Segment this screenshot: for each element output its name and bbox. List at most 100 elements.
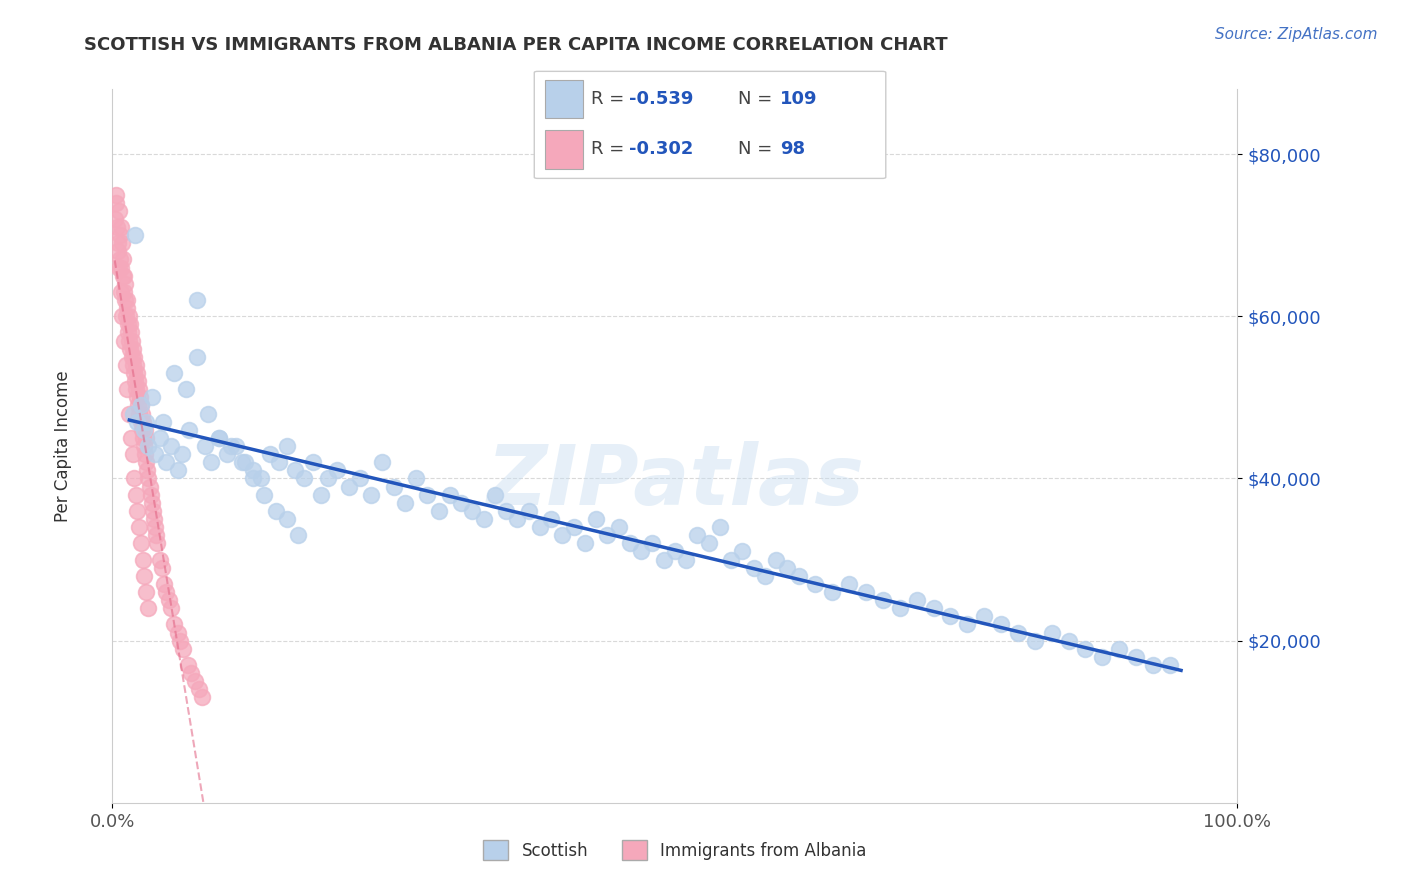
Point xyxy=(664,544,686,558)
Point xyxy=(349,471,371,485)
Point xyxy=(630,544,652,558)
Point xyxy=(110,220,132,235)
Point xyxy=(117,382,139,396)
Point xyxy=(128,407,150,421)
Point xyxy=(318,471,340,485)
Point xyxy=(155,585,177,599)
Point xyxy=(194,439,217,453)
Point xyxy=(1007,625,1029,640)
Point xyxy=(149,431,172,445)
Point xyxy=(276,512,298,526)
Point xyxy=(105,220,128,235)
Point xyxy=(125,366,148,380)
Point xyxy=(872,593,894,607)
Point xyxy=(990,617,1012,632)
Point xyxy=(112,285,135,299)
Point xyxy=(107,244,129,259)
Point xyxy=(765,552,787,566)
Point xyxy=(111,268,134,283)
Point xyxy=(110,252,132,267)
Point xyxy=(122,342,145,356)
Point xyxy=(253,488,276,502)
Point xyxy=(141,496,163,510)
Point xyxy=(607,520,630,534)
Point xyxy=(135,585,157,599)
Point xyxy=(118,310,141,324)
Text: N =: N = xyxy=(738,90,778,108)
Point xyxy=(131,407,153,421)
Point xyxy=(709,520,731,534)
Point xyxy=(132,431,155,445)
Point xyxy=(309,488,332,502)
Text: Per Capita Income: Per Capita Income xyxy=(55,370,72,522)
Point xyxy=(188,682,211,697)
Point xyxy=(163,366,186,380)
Point xyxy=(127,504,149,518)
FancyBboxPatch shape xyxy=(544,80,583,119)
Point xyxy=(131,552,153,566)
Point xyxy=(652,552,675,566)
Point xyxy=(118,407,141,421)
Point xyxy=(132,423,155,437)
Text: N =: N = xyxy=(738,141,778,159)
Point xyxy=(186,350,208,364)
Point xyxy=(292,471,315,485)
Point xyxy=(405,471,427,485)
Point xyxy=(124,358,146,372)
Point xyxy=(905,593,928,607)
Point xyxy=(1091,649,1114,664)
Point xyxy=(225,439,247,453)
Text: -0.302: -0.302 xyxy=(630,141,693,159)
Point xyxy=(121,334,143,348)
Point xyxy=(742,560,765,574)
Point xyxy=(112,252,135,267)
Point xyxy=(1074,641,1097,656)
Point xyxy=(889,601,911,615)
Point xyxy=(112,268,135,283)
Point xyxy=(143,520,166,534)
Text: R =: R = xyxy=(591,141,630,159)
Point xyxy=(160,439,183,453)
Point xyxy=(117,326,139,340)
Point xyxy=(484,488,506,502)
Point xyxy=(105,187,128,202)
Point xyxy=(242,471,264,485)
Point xyxy=(118,318,141,332)
Point xyxy=(186,293,208,307)
Point xyxy=(551,528,574,542)
Point xyxy=(129,399,152,413)
Point xyxy=(219,439,242,453)
Point xyxy=(287,528,309,542)
Point xyxy=(394,496,416,510)
Point xyxy=(233,455,256,469)
Point xyxy=(120,342,142,356)
FancyBboxPatch shape xyxy=(534,71,886,178)
Point xyxy=(191,690,214,705)
Point xyxy=(127,415,149,429)
Text: -0.539: -0.539 xyxy=(630,90,693,108)
Point xyxy=(326,463,349,477)
Point xyxy=(450,496,472,510)
Point xyxy=(108,203,131,218)
Point xyxy=(855,585,877,599)
Point xyxy=(120,431,142,445)
Point xyxy=(284,463,307,477)
Point xyxy=(107,236,129,251)
Point xyxy=(131,423,153,437)
Text: Source: ZipAtlas.com: Source: ZipAtlas.com xyxy=(1215,27,1378,42)
Point xyxy=(107,260,129,275)
Point xyxy=(127,374,149,388)
Point xyxy=(200,455,222,469)
Point xyxy=(1108,641,1130,656)
Text: 98: 98 xyxy=(780,141,806,159)
Point xyxy=(177,423,200,437)
Point xyxy=(208,431,231,445)
Point xyxy=(132,439,155,453)
Point xyxy=(160,601,183,615)
Point xyxy=(697,536,720,550)
Point xyxy=(371,455,394,469)
Point xyxy=(125,382,148,396)
Point xyxy=(108,228,131,243)
Point xyxy=(110,285,132,299)
Point xyxy=(135,431,157,445)
